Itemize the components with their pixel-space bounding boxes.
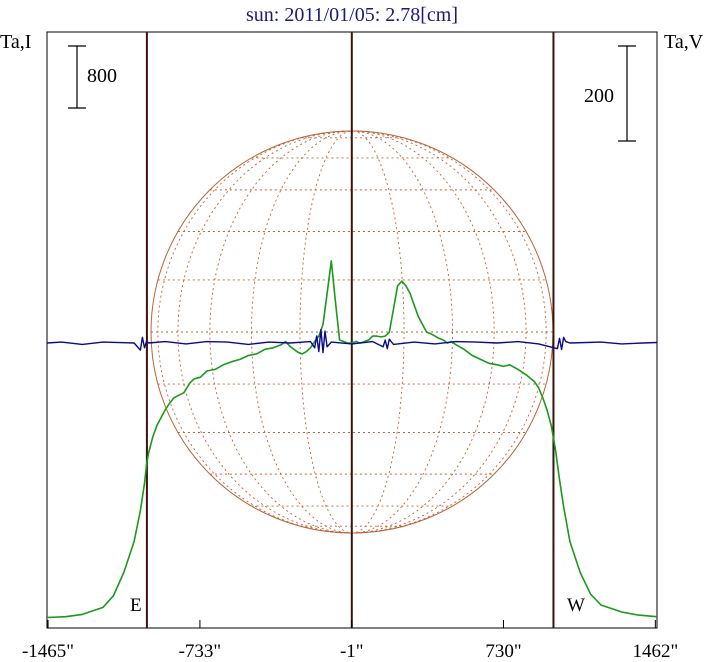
limb-lines bbox=[145, 32, 555, 628]
x-tick-label: 730" bbox=[485, 641, 521, 662]
series-line-V bbox=[46, 329, 658, 354]
x-tick-label: -1465" bbox=[22, 641, 74, 662]
x-tick-label: -1" bbox=[340, 641, 364, 662]
longitude-line bbox=[177, 130, 527, 534]
data-series bbox=[46, 260, 658, 619]
scale-bar-right-label: 200 bbox=[584, 85, 614, 107]
scale-bar-left: 800 bbox=[68, 45, 117, 109]
scale-bar-right: 200 bbox=[584, 45, 636, 142]
series-line-I bbox=[46, 260, 658, 619]
x-tick-label: -733" bbox=[179, 641, 222, 662]
chart-title: sun: 2011/01/05: 2.78[cm] bbox=[246, 4, 458, 26]
y-axis-label-left: Ta,I bbox=[0, 31, 31, 53]
x-axis-ticks: -1465" -733" -1" 730" 1462" bbox=[22, 620, 678, 662]
limb-label-east: E bbox=[130, 595, 142, 616]
y-axis-label-right: Ta,V bbox=[664, 31, 704, 53]
limb-label-west: W bbox=[567, 595, 585, 616]
scale-bar-left-label: 800 bbox=[87, 65, 117, 87]
x-tick-label: 1462" bbox=[632, 641, 678, 662]
longitude-line bbox=[251, 130, 453, 534]
